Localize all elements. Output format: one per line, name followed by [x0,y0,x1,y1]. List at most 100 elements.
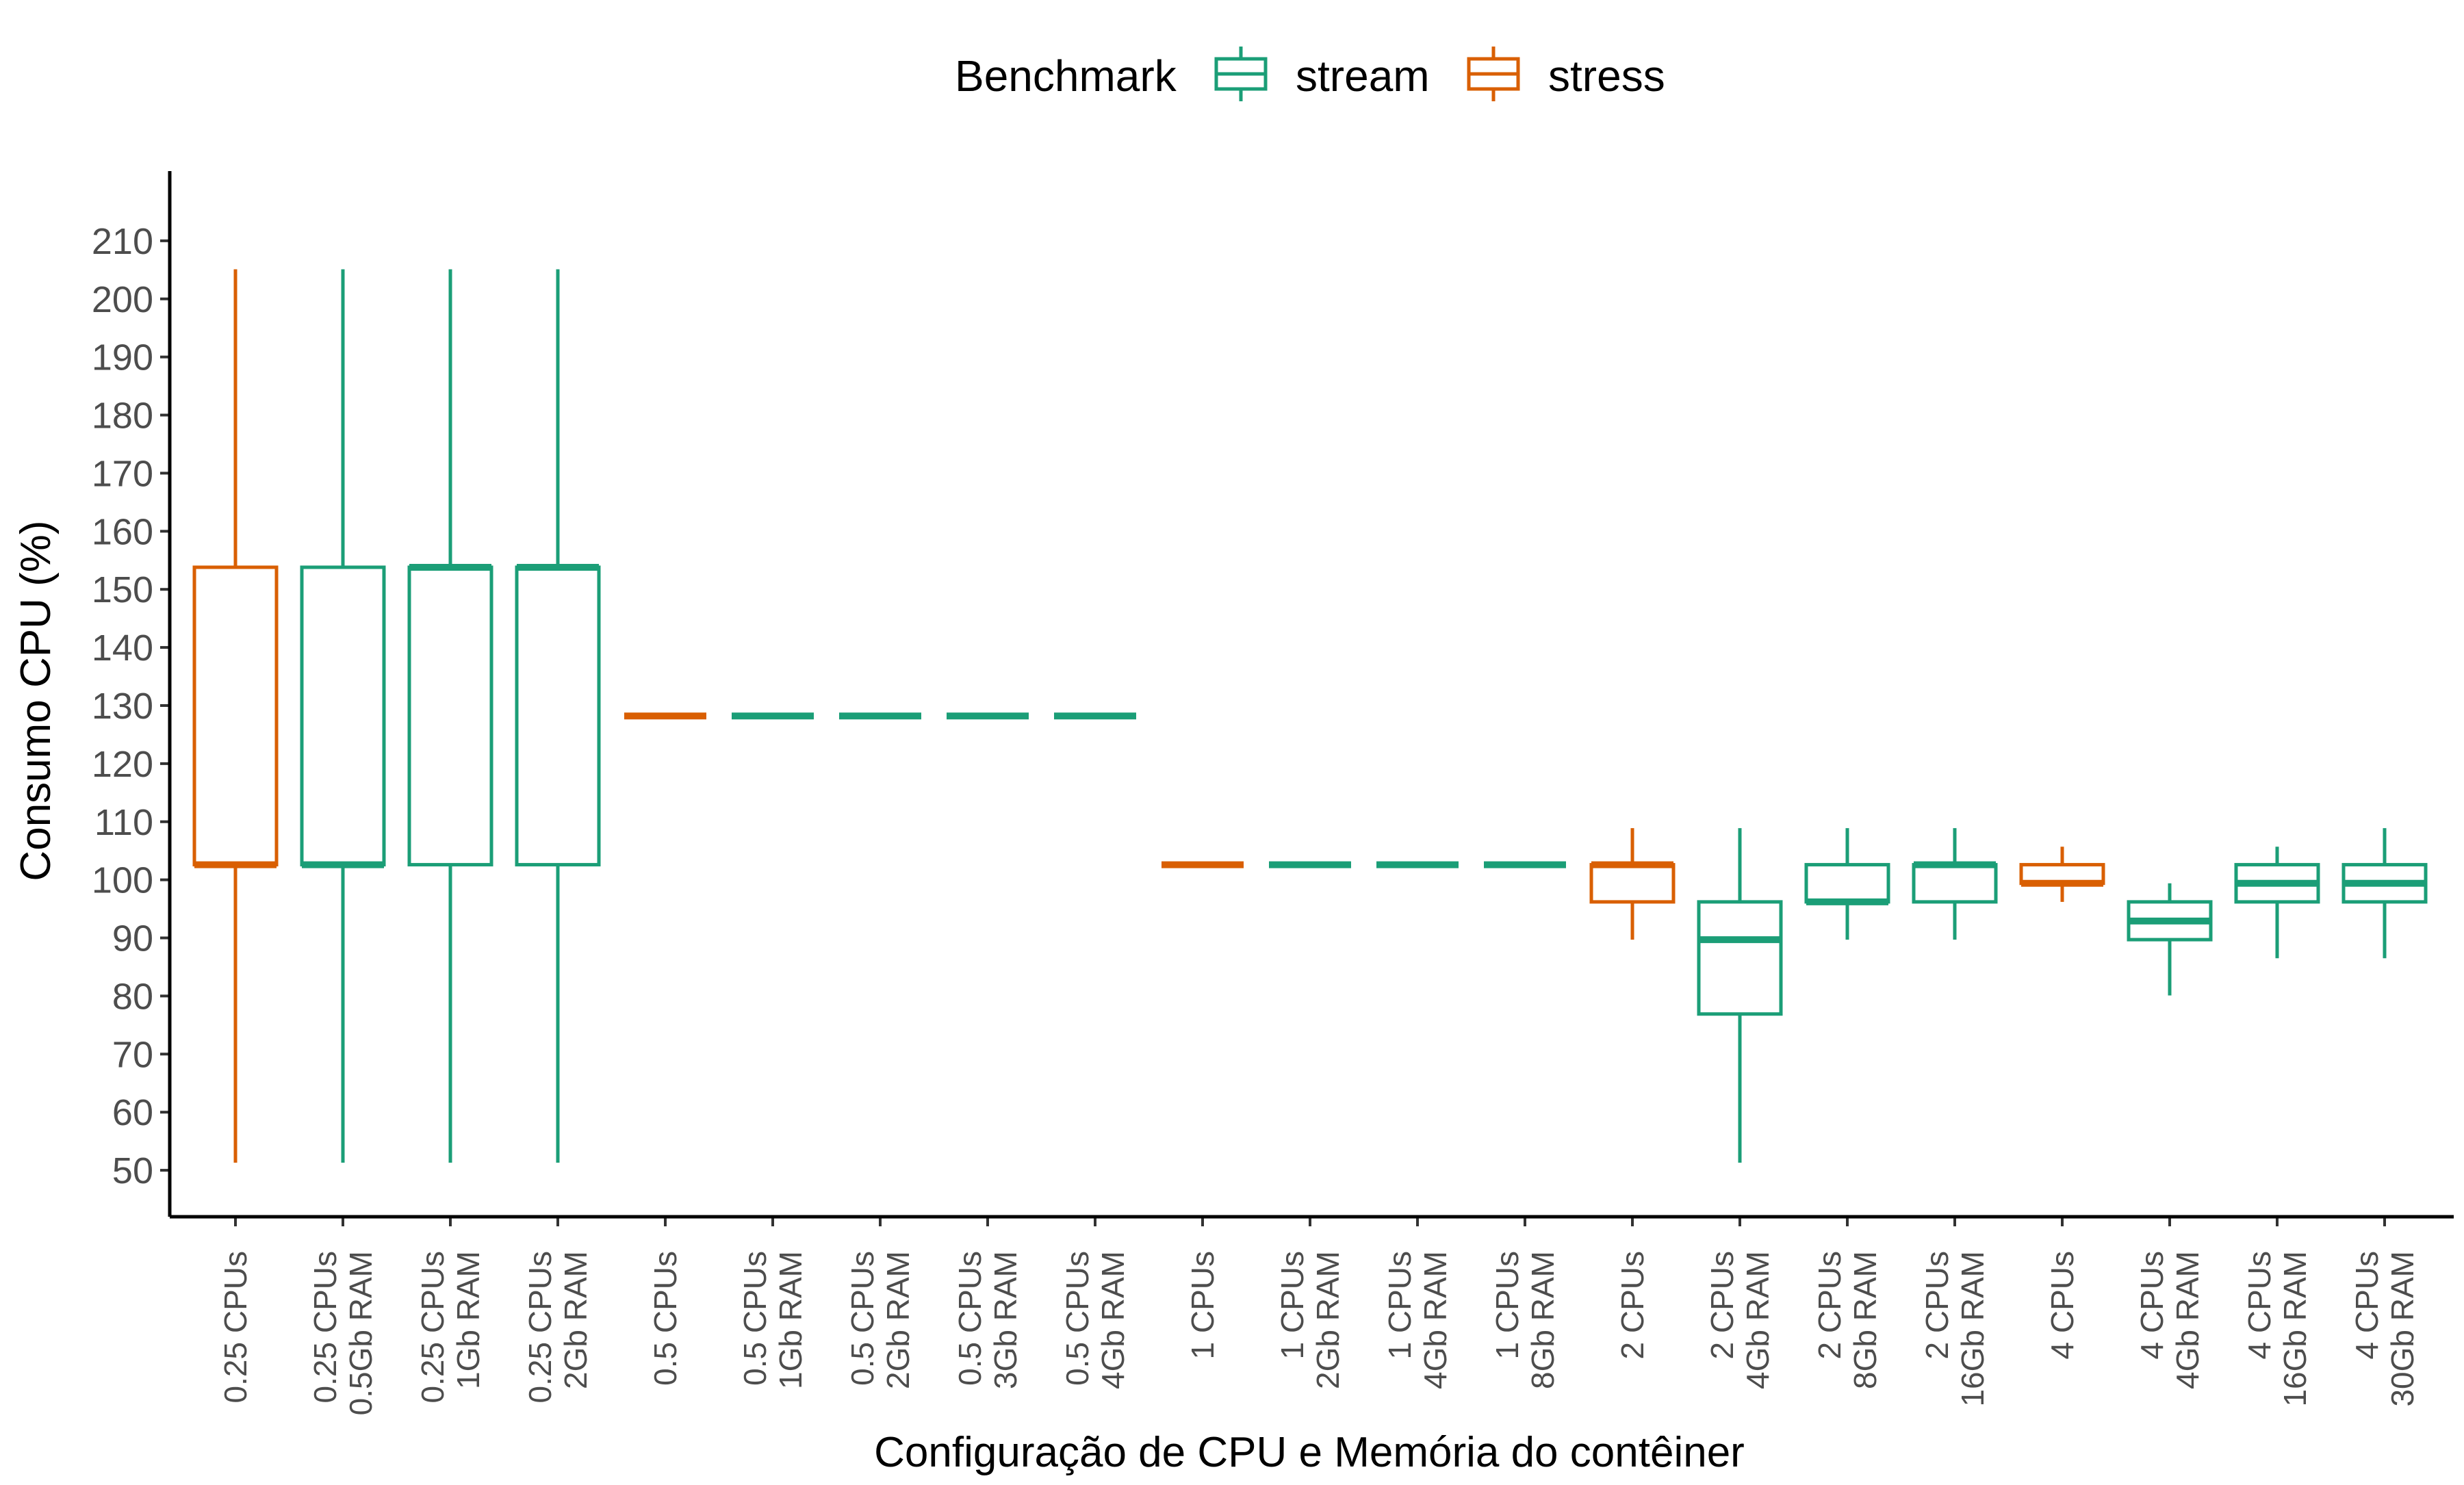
box-stream [515,269,601,1163]
x-tick-label: 0.25 CPUs 0.5Gb RAM [307,1251,378,1415]
x-tick-label-line: 2Gb RAM [1310,1251,1346,1389]
x-tick-label-line: 3Gb RAM [988,1251,1023,1389]
x-tick-label: 4 CPUs 4Gb RAM [2134,1251,2205,1389]
x-tick-label: 1 CPUs [1185,1251,1220,1359]
x-tick-label-line: 0.5 CPUs [952,1251,988,1386]
y-tick-label: 200 [92,279,153,320]
box-stress [2019,847,2105,902]
y-tick-label: 140 [92,628,153,669]
x-tick-label-line: 0.25 CPUs [522,1251,558,1403]
x-tick-label: 2 CPUs [1615,1251,1650,1359]
x-tick-label-line: 0.5 CPUs [1060,1251,1095,1386]
x-tick-label-line: 0.5Gb RAM [343,1251,378,1415]
x-tick-label: 4 CPUs [2044,1251,2080,1359]
x-tick-label-line: 16Gb RAM [1955,1251,1990,1407]
y-tick-label: 190 [92,337,153,378]
x-tick-label-line: 8Gb RAM [1847,1251,1883,1389]
x-tick-label-line: 0.25 CPUs [218,1251,253,1403]
x-tick-label-line: 0.25 CPUs [415,1251,450,1403]
box-iqr [407,565,493,867]
x-tick-label: 0.5 CPUs 3Gb RAM [952,1251,1023,1389]
x-tick-label-line: 1Gb RAM [773,1251,808,1389]
x-tick-label-line: 4 CPUs [2044,1251,2080,1359]
x-tick-label-line: 2 CPUs [1919,1251,1955,1359]
y-tick-label: 110 [94,802,153,843]
x-tick-label-line: 1 CPUs [1274,1251,1310,1359]
box-stream [2127,883,2213,996]
legend-title: Benchmark [955,51,1177,101]
x-tick-label: 1 CPUs 2Gb RAM [1274,1251,1346,1389]
x-tick-label-line: 1 CPUs [1489,1251,1525,1359]
legend-label-stress: stress [1548,51,1665,101]
y-tick-label: 130 [92,686,153,727]
box-iqr [300,565,386,867]
x-tick-label-line: 1 CPUs [1382,1251,1417,1359]
legend-key-stream [1214,47,1268,101]
x-tick-label-line: 1 CPUs [1185,1251,1220,1359]
x-tick-label-line: 0.5 CPUs [845,1251,880,1386]
box-iqr [1804,863,1890,904]
x-tick-label-line: 0.5 CPUs [737,1251,773,1386]
x-tick-label-line: 2 CPUs [1812,1251,1847,1359]
y-tick-label: 160 [92,511,153,552]
x-tick-label-line: 4Gb RAM [1417,1251,1453,1389]
x-tick-label: 4 CPUs 16Gb RAM [2242,1251,2313,1407]
x-tick-label-line: 4 CPUs [2242,1251,2277,1359]
x-tick-label-line: 8Gb RAM [1525,1251,1561,1389]
x-tick-label-line: 4Gb RAM [1740,1251,1775,1389]
x-tick-label-line: 4Gb RAM [2170,1251,2205,1389]
x-tick-label: 1 CPUs 8Gb RAM [1489,1251,1561,1389]
legend-label-stream: stream [1296,51,1430,101]
x-tick-label-line: 4 CPUs [2134,1251,2170,1359]
y-tick-label: 170 [92,453,153,494]
box-stream [1804,828,1890,940]
x-tick-label-line: 0.25 CPUs [307,1251,343,1403]
x-tick-label: 0.5 CPUs [647,1251,683,1386]
y-axis-title: Consumo CPU (%) [12,520,60,881]
x-tick-label-line: 2 CPUs [1615,1251,1650,1359]
y-tick-label: 50 [112,1150,153,1191]
x-tick-label: 4 CPUs 30Gb RAM [2349,1251,2420,1407]
x-tick-label-line: 1Gb RAM [450,1251,486,1389]
y-tick-label: 80 [112,976,153,1017]
x-tick-label: 2 CPUs 4Gb RAM [1704,1251,1775,1389]
x-tick-label-line: 16Gb RAM [2277,1251,2313,1407]
box-stream [2341,828,2428,959]
box-stream [1697,828,1783,1163]
axes [168,171,2454,1219]
x-tick-label: 0.25 CPUs 2Gb RAM [522,1251,593,1403]
x-axis-ticks: 0.25 CPUs 0.25 CPUs 0.5Gb RAM 0.25 CPUs 1Gb … [218,1217,2420,1415]
box-stress [192,269,279,1163]
legend-key-stress [1467,47,1520,101]
y-tick-label: 100 [92,860,153,901]
x-tick-label-line: 2Gb RAM [558,1251,593,1389]
x-tick-label: 0.5 CPUs 4Gb RAM [1060,1251,1131,1389]
x-tick-label-line: 2Gb RAM [880,1251,916,1389]
y-tick-label: 180 [92,396,153,437]
box-stream [407,269,493,1163]
y-tick-label: 120 [92,744,153,785]
box-stress [1589,828,1676,940]
legend: Benchmark stream stress [955,47,1665,101]
y-tick-label: 90 [112,918,153,959]
x-tick-label-line: 30Gb RAM [2385,1251,2420,1407]
box-stream [2234,847,2320,959]
box-iqr [1912,863,1998,904]
x-tick-label-line: 0.5 CPUs [647,1251,683,1386]
x-tick-label: 1 CPUs 4Gb RAM [1382,1251,1453,1389]
box-iqr [1697,900,1783,1016]
x-tick-label-line: 4Gb RAM [1095,1251,1131,1389]
x-tick-label: 0.5 CPUs 2Gb RAM [845,1251,916,1389]
box-iqr [1589,863,1676,904]
boxes [192,269,2428,1163]
x-tick-label-line: 2 CPUs [1704,1251,1740,1359]
x-axis-title: Configuração de CPU e Memória do contêin… [874,1429,1745,1476]
x-tick-label: 0.5 CPUs 1Gb RAM [737,1251,808,1389]
x-tick-label: 0.25 CPUs [218,1251,253,1403]
y-tick-label: 70 [112,1034,153,1075]
box-stream [300,269,386,1163]
x-tick-label: 2 CPUs 8Gb RAM [1812,1251,1883,1389]
x-tick-label-line: 4 CPUs [2349,1251,2385,1359]
y-tick-label: 210 [92,221,153,262]
